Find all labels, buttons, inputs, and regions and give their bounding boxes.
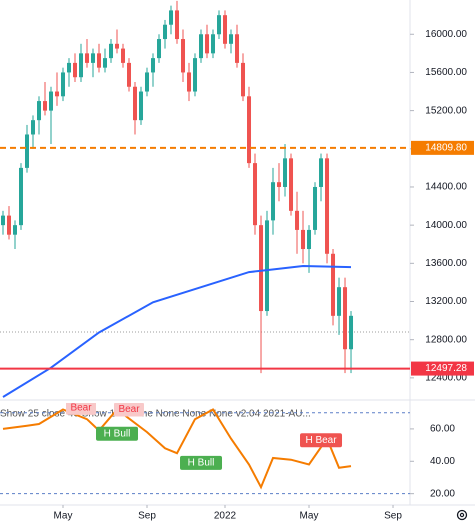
candle-body xyxy=(283,158,288,187)
y-tick-label: 15600.00 xyxy=(425,67,467,78)
candle-body xyxy=(79,53,84,78)
candle-body xyxy=(223,15,228,44)
candle-body xyxy=(127,62,132,87)
x-tick-label: Sep xyxy=(384,511,402,522)
candle-body xyxy=(55,91,60,97)
candle-body xyxy=(271,182,276,221)
candle-body xyxy=(139,91,144,121)
candle-body xyxy=(97,53,102,68)
candle-body xyxy=(61,72,66,97)
candle-body xyxy=(13,225,18,235)
candle-body xyxy=(109,43,114,59)
annotation-badge xyxy=(114,403,145,417)
y-tick-label: 20.00 xyxy=(430,488,455,499)
candle-body xyxy=(313,186,318,230)
candle-body xyxy=(229,34,234,44)
y-tick-label: 14000.00 xyxy=(425,220,467,231)
candle-body xyxy=(103,58,108,68)
candle-body xyxy=(199,34,204,59)
level-label: 14809.80 xyxy=(425,143,467,154)
candle-body xyxy=(325,158,330,254)
candle-body xyxy=(211,34,216,54)
x-tick-label: 2022 xyxy=(214,511,237,522)
annotation-label: Bear xyxy=(118,404,140,415)
annotation-badge xyxy=(300,433,343,448)
settings-icon[interactable] xyxy=(456,509,468,521)
candle-body xyxy=(259,225,264,312)
candle-body xyxy=(343,287,348,350)
x-tick-label: Sep xyxy=(138,511,156,522)
candle-body xyxy=(193,58,198,92)
candle-body xyxy=(19,167,24,226)
gear-ring xyxy=(456,509,468,521)
level-badge xyxy=(411,361,474,376)
annotation-badge xyxy=(66,403,97,415)
gear-hub xyxy=(459,512,465,518)
candle-body xyxy=(133,86,138,121)
candle-body xyxy=(163,24,168,40)
candle-body xyxy=(331,253,336,316)
annotation-label: Bear xyxy=(70,402,92,413)
y-tick-label: 13600.00 xyxy=(425,258,467,269)
candle-body xyxy=(241,62,246,97)
candle-body xyxy=(43,101,48,111)
annotation-label: H Bear xyxy=(305,435,337,446)
candle-body xyxy=(31,120,36,135)
y-tick-label: 16000.00 xyxy=(425,29,467,40)
y-tick-label: 40.00 xyxy=(430,456,455,467)
x-tick-label: May xyxy=(54,511,73,522)
moving-average xyxy=(2,264,352,398)
candle-body xyxy=(319,158,324,187)
candle-body xyxy=(175,10,180,40)
candle-body xyxy=(157,39,162,59)
candle-body xyxy=(265,220,270,312)
candle-body xyxy=(73,62,78,78)
candle-body xyxy=(169,10,174,25)
indicator-title: Show 25 close 40 Show 100 None None None… xyxy=(0,409,311,420)
candle-body xyxy=(181,39,186,73)
candle-body xyxy=(205,34,210,54)
candle-body xyxy=(187,72,192,92)
indicator-pane: Bear Bear H Bull H Bull H Bear xyxy=(0,402,410,495)
candle-body xyxy=(145,72,150,92)
candle-body xyxy=(91,53,96,63)
level-label: 12497.28 xyxy=(425,363,467,374)
candle-body xyxy=(295,210,300,230)
candle-body xyxy=(235,34,240,63)
annotation-label: H Bull xyxy=(188,458,215,469)
candle-body xyxy=(49,91,54,111)
candle-body xyxy=(1,215,6,226)
x-tick-label: May xyxy=(300,511,319,522)
annotation-badge xyxy=(96,426,139,441)
y-tick-label: 15200.00 xyxy=(425,105,467,116)
candle-body xyxy=(337,287,342,316)
y-tick-label: 13200.00 xyxy=(425,296,467,307)
annotation-badge xyxy=(180,455,223,470)
y-tick-label: 12800.00 xyxy=(425,334,467,345)
candle-body xyxy=(349,315,354,350)
candle-body xyxy=(253,163,258,226)
candle-body xyxy=(115,43,120,49)
candle-body xyxy=(277,182,282,187)
candle-body xyxy=(85,53,90,63)
candle-body xyxy=(7,215,12,235)
candle-body xyxy=(25,134,30,168)
candle-body xyxy=(289,158,294,211)
main-pane xyxy=(0,0,410,398)
level-badge xyxy=(411,140,474,155)
y-tick-label: 14400.00 xyxy=(425,182,467,193)
candle-body xyxy=(307,229,312,250)
candle-body xyxy=(121,48,126,63)
y-tick-label: 60.00 xyxy=(430,424,455,435)
candle-body xyxy=(67,62,72,73)
candle-body xyxy=(301,229,306,250)
candle-body xyxy=(217,15,222,35)
candle-body xyxy=(151,58,156,73)
y-tick-label: 12400.00 xyxy=(425,373,467,384)
annotation-label: H Bull xyxy=(104,428,131,439)
candle-body xyxy=(247,96,252,164)
candle-body xyxy=(37,101,42,121)
